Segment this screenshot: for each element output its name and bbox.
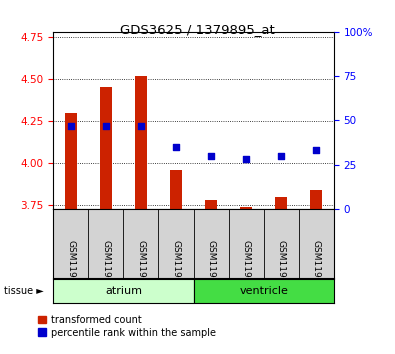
- Text: GSM119422: GSM119422: [66, 240, 75, 295]
- Bar: [275, 197, 287, 209]
- Text: GSM119425: GSM119425: [171, 240, 181, 295]
- Text: GSM119423: GSM119423: [102, 240, 111, 295]
- Legend: transformed count, percentile rank within the sample: transformed count, percentile rank withi…: [38, 315, 216, 337]
- Bar: [100, 87, 112, 209]
- Point: [313, 148, 320, 153]
- Bar: [240, 207, 252, 209]
- Bar: [65, 113, 77, 209]
- Text: GDS3625 / 1379895_at: GDS3625 / 1379895_at: [120, 23, 275, 36]
- Point: [208, 153, 214, 159]
- Text: GSM119424: GSM119424: [136, 240, 145, 295]
- Text: GSM119427: GSM119427: [242, 240, 251, 295]
- Text: atrium: atrium: [105, 286, 142, 296]
- Bar: [135, 76, 147, 209]
- Point: [173, 144, 179, 150]
- Text: tissue ►: tissue ►: [4, 286, 44, 296]
- Bar: [53, 279, 194, 303]
- Point: [278, 153, 284, 159]
- Text: ventricle: ventricle: [239, 286, 288, 296]
- Text: GSM119428: GSM119428: [276, 240, 286, 295]
- Point: [103, 123, 109, 129]
- Bar: [310, 190, 322, 209]
- Point: [243, 156, 249, 162]
- Text: GSM119429: GSM119429: [312, 240, 321, 295]
- Bar: [170, 170, 182, 209]
- Point: [138, 123, 144, 129]
- Point: [68, 123, 74, 129]
- Text: GSM119426: GSM119426: [207, 240, 216, 295]
- Bar: [194, 279, 334, 303]
- Bar: [205, 200, 217, 209]
